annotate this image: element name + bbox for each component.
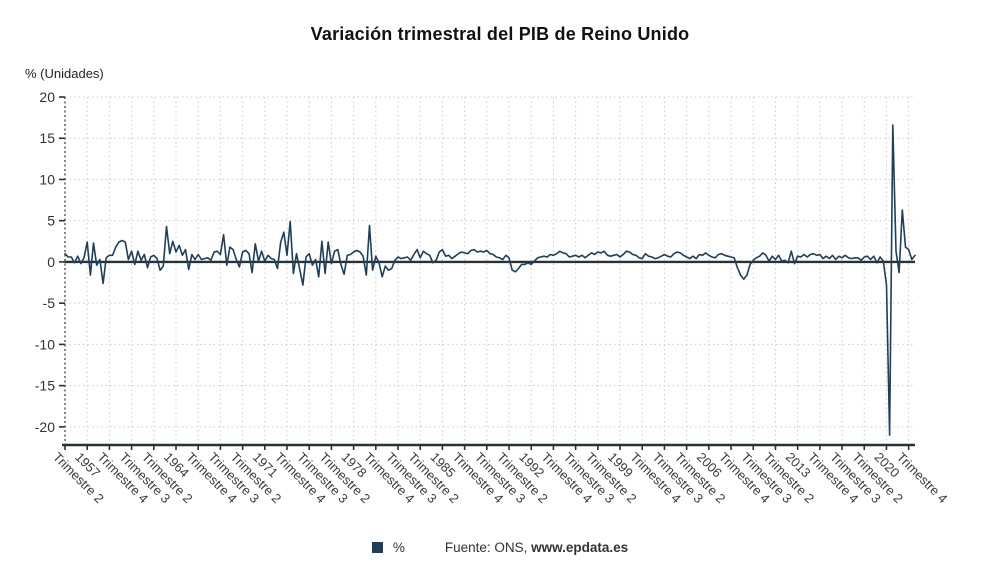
svg-text:15: 15 <box>39 130 55 146</box>
svg-text:20: 20 <box>39 89 55 105</box>
source-prefix: Fuente: ONS, <box>444 540 532 555</box>
source-site: www.epdata.es <box>531 540 629 555</box>
axes <box>59 96 915 450</box>
gridlines <box>64 96 915 445</box>
legend: % Fuente: ONS, www.epdata.es <box>0 540 1000 555</box>
series-color-swatch <box>371 542 383 553</box>
svg-text:5: 5 <box>47 213 55 229</box>
source-text: Fuente: ONS, www.epdata.es <box>445 540 628 555</box>
svg-text:-5: -5 <box>43 295 56 311</box>
svg-text:10: 10 <box>39 171 55 187</box>
chart-title: Variación trimestral del PIB de Reino Un… <box>310 24 690 44</box>
svg-text:-15: -15 <box>35 378 55 394</box>
y-axis-unit-label: % (Unidades) <box>25 66 104 81</box>
svg-text:-10: -10 <box>35 336 55 352</box>
svg-text:-20: -20 <box>35 419 55 435</box>
series-line-pct <box>64 124 916 436</box>
series <box>64 124 916 436</box>
series-legend-label: % <box>392 540 405 555</box>
svg-text:0: 0 <box>47 254 55 270</box>
